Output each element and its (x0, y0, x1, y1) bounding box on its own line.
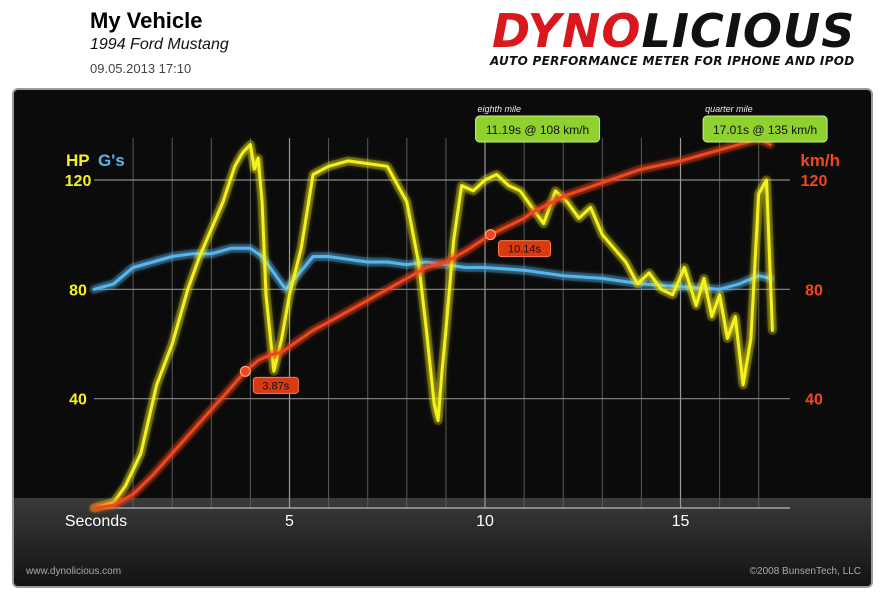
run-datetime: 09.05.2013 17:10 (90, 61, 192, 76)
x-tick-label: 5 (285, 513, 294, 530)
axis-label-kmh: km/h (800, 151, 840, 170)
speed-marker-label: 10.14s (508, 244, 542, 256)
series-line-gs (92, 246, 772, 291)
footer-copyright: ©2008 BunsenTech, LLC (750, 566, 861, 577)
axis-label-hp: HP (66, 151, 90, 170)
x-axis-label: Seconds (65, 513, 127, 530)
vehicle-title: My Vehicle (90, 8, 203, 33)
series-glow (89, 140, 777, 513)
logo-tagline: AUTO PERFORMANCE METER FOR IPHONE AND IP… (490, 54, 855, 68)
chart-panel: HP G's km/h 40 80 120 40 80 120 5 10 15 Seconds 3.87… (12, 88, 873, 588)
distance-marker-title: quarter mile (705, 104, 753, 114)
y-tick-right: 120 (801, 173, 828, 190)
series-lines (89, 134, 777, 513)
markers: 3.87s 10.14s eighth mile 11.19s @ 108 km/h q… (239, 104, 828, 508)
y-tick-left: 80 (69, 282, 87, 299)
distance-marker-title: eighth mile (478, 104, 522, 114)
speed-marker-dot (239, 365, 251, 377)
x-tick-label: 15 (672, 513, 690, 530)
grid-lines (94, 138, 790, 508)
speed-marker-dot (484, 229, 496, 241)
x-tick-label: 10 (476, 513, 494, 530)
logo-text-red: DYNO (492, 4, 642, 58)
y-tick-left: 40 (69, 392, 87, 409)
axis-label-gs: G's (98, 151, 125, 170)
vehicle-model: 1994 Ford Mustang (90, 36, 229, 53)
footer-website: www.dynolicious.com (25, 566, 121, 577)
series-line-hp (92, 143, 774, 510)
dyno-chart: HP G's km/h 40 80 120 40 80 120 5 10 15 Seconds 3.87… (14, 104, 871, 586)
distance-marker-label: 11.19s @ 108 km/h (486, 123, 589, 137)
axes: HP G's km/h 40 80 120 40 80 120 5 10 15 Seconds (65, 151, 840, 530)
speed-marker-label: 3.87s (262, 380, 289, 392)
y-tick-right: 40 (805, 392, 823, 409)
logo-text-black: LICIOUS (641, 4, 856, 58)
speed-marker-box (252, 376, 299, 394)
series-line-kmh (92, 137, 772, 510)
dynolicious-logo: DYNOLICIOUS (492, 6, 855, 56)
distance-marker-label: 17.01s @ 135 km/h (713, 123, 817, 137)
distance-marker-box (475, 115, 601, 143)
distance-marker-box (702, 115, 828, 143)
chart-floor (14, 498, 871, 586)
y-tick-right: 80 (805, 282, 823, 299)
series-glow (89, 134, 775, 513)
speed-marker-box (497, 240, 551, 258)
y-tick-left: 120 (65, 173, 92, 190)
